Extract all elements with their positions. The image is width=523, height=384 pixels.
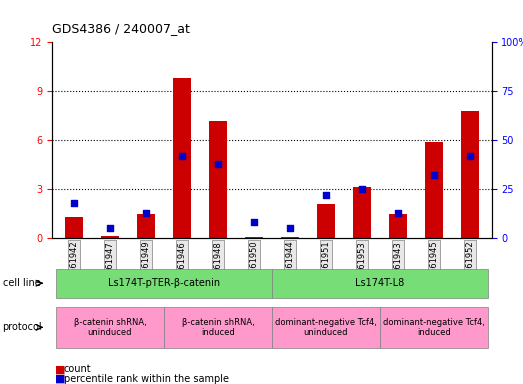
Text: cell line: cell line <box>3 278 40 288</box>
Text: ■: ■ <box>55 374 65 384</box>
Text: β-catenin shRNA,
induced: β-catenin shRNA, induced <box>181 318 254 337</box>
Point <box>322 192 330 198</box>
Bar <box>425 142 443 238</box>
Text: count: count <box>64 364 92 374</box>
Point <box>286 225 294 231</box>
Text: β-catenin shRNA,
uninduced: β-catenin shRNA, uninduced <box>74 318 146 337</box>
Point <box>358 186 366 192</box>
Bar <box>137 214 155 238</box>
Point <box>214 161 222 167</box>
Text: Ls174T-pTER-β-catenin: Ls174T-pTER-β-catenin <box>108 278 220 288</box>
Bar <box>281 237 299 238</box>
Point <box>466 153 474 159</box>
Point <box>142 210 150 216</box>
Text: protocol: protocol <box>3 322 42 333</box>
Bar <box>353 187 371 238</box>
Point <box>430 172 438 179</box>
Text: dominant-negative Tcf4,
induced: dominant-negative Tcf4, induced <box>383 318 485 337</box>
Bar <box>209 121 227 238</box>
Bar <box>173 78 191 238</box>
Point <box>106 225 114 231</box>
Text: percentile rank within the sample: percentile rank within the sample <box>64 374 229 384</box>
Bar <box>389 214 407 238</box>
Bar <box>317 204 335 238</box>
Text: Ls174T-L8: Ls174T-L8 <box>355 278 405 288</box>
Bar <box>65 217 83 238</box>
Point <box>178 153 186 159</box>
Point <box>250 219 258 225</box>
Bar <box>101 236 119 238</box>
Bar <box>245 237 263 238</box>
Point <box>70 200 78 206</box>
Text: ■: ■ <box>55 364 65 374</box>
Text: dominant-negative Tcf4,
uninduced: dominant-negative Tcf4, uninduced <box>275 318 377 337</box>
Point <box>394 210 402 216</box>
Text: GDS4386 / 240007_at: GDS4386 / 240007_at <box>52 22 190 35</box>
Bar <box>461 111 479 238</box>
